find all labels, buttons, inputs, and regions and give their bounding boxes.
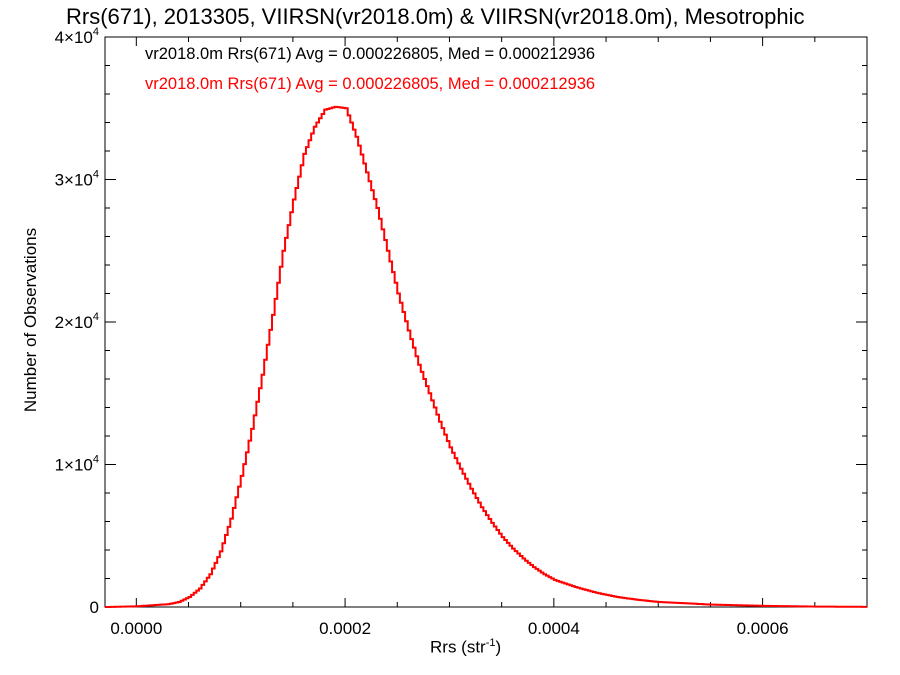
axis-tick-labels: 0.0000 0.0002 0.0004 0.0006 0 1×104 2×104 3×104… (55, 26, 789, 638)
y-tick-label: 0 (90, 598, 99, 617)
y-tick-label: 4×104 (55, 26, 99, 47)
legend-entry-1: vr2018.0m Rrs(671) Avg = 0.000226805, Me… (145, 45, 596, 63)
chart-title: Rrs(671), 2013305, VIIRSN(vr2018.0m) & V… (66, 4, 805, 29)
x-axis-label-suffix: ) (495, 637, 502, 657)
x-axis-label-text: Rrs (str (430, 637, 486, 657)
y-axis-label: Number of Observations (21, 227, 40, 413)
x-tick-label: 0.0002 (319, 619, 371, 638)
x-tick-label: 0.0004 (528, 619, 580, 638)
legend-entry-2: vr2018.0m Rrs(671) Avg = 0.000226805, Me… (145, 75, 596, 93)
x-tick-label: 0.0000 (110, 619, 162, 638)
y-tick-label: 1×104 (55, 454, 99, 475)
x-tick-label: 0.0006 (737, 619, 789, 638)
series-layer (105, 105, 867, 608)
plot-frame (104, 36, 868, 608)
x-axis-label: Rrs (str-1) (430, 637, 501, 658)
y-tick-label: 3×104 (55, 169, 99, 190)
histogram-series-1 (105, 105, 867, 608)
axis-ticks (105, 36, 868, 608)
x-axis-label-exponent: -1 (485, 637, 496, 649)
y-tick-label: 2×104 (55, 311, 99, 332)
